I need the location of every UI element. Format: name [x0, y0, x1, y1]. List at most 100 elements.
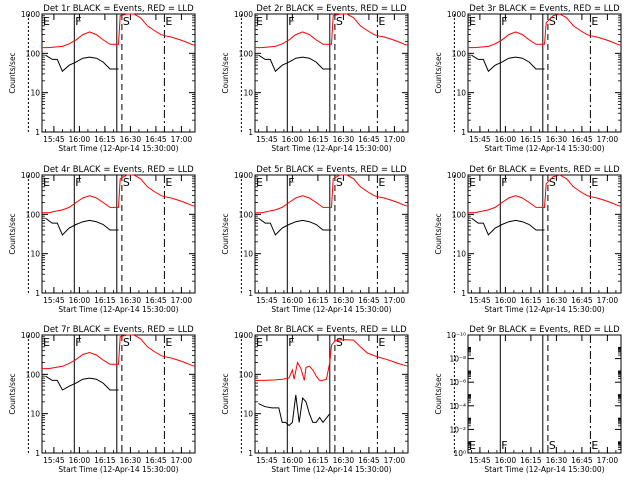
y-tick-label: 10⁻⁶ [449, 378, 466, 387]
marker-label: E [469, 439, 476, 452]
x-tick-label: 16:45 [571, 456, 593, 465]
x-tick-label: 16:00 [282, 135, 304, 144]
marker-label: E [378, 15, 385, 28]
marker-label: F [75, 15, 81, 28]
y-tick-label: 1000 [447, 171, 466, 180]
events-series-line [258, 54, 332, 73]
marker-label: S [549, 15, 556, 28]
x-tick-label: 17:00 [384, 456, 406, 465]
plot-frame [41, 174, 196, 294]
y-tick-label: 100 [239, 49, 254, 58]
marker-label: F [75, 176, 81, 189]
y-tick-label: 100 [239, 210, 254, 219]
marker-label: S [336, 15, 343, 28]
marker-label: S [336, 176, 343, 189]
x-tick-label: 16:45 [145, 135, 167, 144]
marker-label: E [43, 176, 50, 189]
events-series-line [45, 375, 119, 391]
marker-label: E [591, 15, 598, 28]
x-tick-label: 16:00 [69, 296, 91, 305]
x-tick-label: 16:15 [94, 456, 116, 465]
events-series-line [45, 54, 119, 73]
x-tick-label: 16:45 [571, 135, 593, 144]
marker-label: S [123, 176, 130, 189]
panel-8: Det 8r BLACK = Events, RED = LLD 1 10 100 10… [221, 325, 409, 474]
x-tick-label: 16:00 [69, 135, 91, 144]
x-tick-label: 16:15 [520, 456, 542, 465]
y-axis-label: Counts/sec [221, 373, 230, 414]
marker-label: F [288, 176, 294, 189]
x-tick-label: 16:00 [495, 456, 517, 465]
panel-5: Det 5r BLACK = Events, RED = LLD 1 10 100 10… [221, 165, 409, 314]
x-tick-label: 16:45 [358, 456, 380, 465]
x-axis-label: Start Time (12-Apr-14 15:30:00) [58, 305, 178, 314]
marker-label: E [591, 439, 598, 452]
marker-label: E [43, 336, 50, 349]
x-tick-label: 16:45 [358, 296, 380, 305]
x-tick-label: 16:30 [120, 296, 142, 305]
x-tick-label: 16:30 [546, 135, 568, 144]
x-tick-label: 16:15 [307, 296, 329, 305]
y-axis-label: Counts/sec [221, 52, 230, 93]
marker-label: E [165, 15, 172, 28]
y-tick-label: 1 [35, 449, 40, 458]
y-tick-label: 1 [248, 449, 253, 458]
plot-frame [467, 13, 622, 133]
events-series-line [471, 54, 545, 73]
panel-3: Det 3r BLACK = Events, RED = LLD 1 10 100 10… [434, 4, 622, 153]
y-tick-label: 10 [243, 410, 253, 419]
marker-label: S [549, 439, 556, 452]
panel-title: Det 7r BLACK = Events, RED = LLD [43, 325, 194, 335]
y-tick-label: 10⁰ [453, 449, 466, 458]
y-tick-label: 1000 [21, 171, 40, 180]
x-tick-label: 16:00 [69, 456, 91, 465]
y-tick-label: 100 [452, 210, 467, 219]
marker-label: E [378, 176, 385, 189]
x-tick-label: 16:30 [333, 456, 355, 465]
y-axis-label: Counts/sec [434, 213, 443, 254]
y-tick-label: 100 [239, 370, 254, 379]
y-axis-label: Counts/sec [434, 373, 443, 414]
x-axis-label: Start Time (12-Apr-14 15:30:00) [58, 144, 178, 153]
lld-series-line [255, 13, 409, 49]
lld-series-line [42, 174, 196, 214]
x-tick-label: 15:45 [43, 135, 65, 144]
y-tick-label: 1000 [234, 10, 253, 19]
y-tick-label: 1 [248, 128, 253, 137]
panel-4: Det 4r BLACK = Events, RED = LLD 1 10 100 10… [8, 165, 196, 314]
x-axis-label: Start Time (12-Apr-14 15:30:00) [271, 465, 391, 474]
x-tick-label: 17:00 [597, 456, 619, 465]
x-tick-label: 16:30 [333, 296, 355, 305]
x-tick-label: 16:45 [571, 296, 593, 305]
panel-title: Det 4r BLACK = Events, RED = LLD [43, 165, 194, 175]
x-tick-label: 15:45 [469, 296, 491, 305]
y-tick-label: 100 [26, 370, 41, 379]
x-tick-label: 16:30 [120, 456, 142, 465]
marker-label: E [591, 176, 598, 189]
x-tick-label: 16:00 [282, 296, 304, 305]
x-tick-label: 16:30 [546, 296, 568, 305]
y-tick-label: 10 [456, 250, 466, 259]
y-axis-label: Counts/sec [8, 52, 17, 93]
x-tick-label: 15:45 [256, 296, 278, 305]
x-tick-label: 16:45 [145, 296, 167, 305]
marker-label: F [501, 15, 507, 28]
x-axis-label: Start Time (12-Apr-14 15:30:00) [484, 144, 604, 153]
x-tick-label: 16:15 [307, 456, 329, 465]
marker-label: E [378, 336, 385, 349]
y-tick-label: 100 [452, 49, 467, 58]
y-axis-label: Counts/sec [8, 373, 17, 414]
x-tick-label: 17:00 [597, 135, 619, 144]
lld-series-line [255, 339, 409, 381]
y-tick-label: 1 [35, 289, 40, 298]
y-tick-label: 10 [30, 89, 40, 98]
x-tick-label: 16:00 [282, 456, 304, 465]
events-series-line [258, 217, 332, 236]
marker-label: E [165, 176, 172, 189]
plot-frame [254, 334, 409, 454]
marker-label: E [469, 15, 476, 28]
panel-1: Det 1r BLACK = Events, RED = LLD 1 10 100 10… [8, 4, 196, 153]
panel-2: Det 2r BLACK = Events, RED = LLD 1 10 100 10… [221, 4, 409, 153]
marker-label: S [123, 336, 130, 349]
